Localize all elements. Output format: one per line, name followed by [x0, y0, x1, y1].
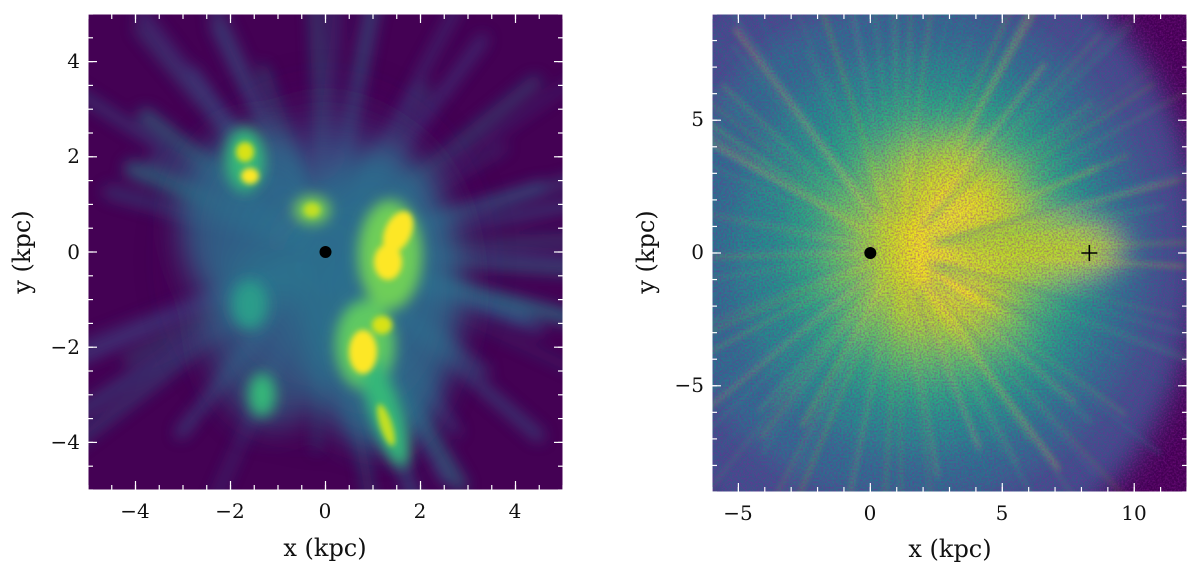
right-y-tick-labels: 5 0 −5 — [675, 107, 704, 397]
left-y-axis-label: y (kpc) — [8, 210, 36, 294]
left-x-tick-label: −4 — [120, 499, 149, 523]
right-x-tick-label: −5 — [723, 501, 752, 525]
right-frame — [711, 13, 1188, 493]
left-x-tick-label: −2 — [215, 499, 244, 523]
left-x-tick-labels: −4 −2 0 2 4 — [120, 499, 521, 523]
right-x-tick-label: 0 — [864, 501, 877, 525]
left-markers — [319, 246, 332, 258]
right-panel: −5 0 5 10 5 0 −5 x (kpc) y (kpc) — [632, 13, 1188, 563]
center-dot-marker — [864, 247, 877, 259]
right-heatmap-field — [712, 14, 1187, 492]
center-dot-marker — [319, 246, 332, 258]
left-y-tick-label: −4 — [51, 430, 80, 454]
left-y-tick-labels: 4 2 0 −2 −4 — [51, 49, 80, 454]
left-panel: −4 −2 0 2 4 4 2 0 −2 −4 x (kpc) y (kpc) — [8, 13, 564, 562]
left-x-tick-label: 2 — [414, 499, 427, 523]
left-heatmap-field — [88, 14, 563, 490]
right-y-tick-label: 5 — [691, 107, 704, 131]
plus-marker — [1081, 245, 1098, 261]
left-x-tick-label: 4 — [509, 499, 522, 523]
right-x-tick-label: 10 — [1121, 501, 1146, 525]
right-y-axis-label: y (kpc) — [632, 210, 660, 294]
left-bright-clumps — [236, 142, 414, 447]
right-x-axis-label: x (kpc) — [908, 535, 991, 563]
left-x-tick-label: 0 — [319, 499, 332, 523]
left-y-tick-label: 0 — [67, 240, 80, 264]
right-x-tick-labels: −5 0 5 10 — [723, 501, 1146, 525]
right-y-tick-label: −5 — [675, 373, 704, 397]
left-x-axis-label: x (kpc) — [283, 534, 366, 562]
right-tick-marks — [711, 13, 1188, 493]
right-y-tick-label: 0 — [691, 240, 704, 264]
left-y-tick-label: 2 — [67, 144, 80, 168]
right-pixel-noise — [712, 14, 1187, 492]
left-frame — [87, 13, 564, 491]
right-x-tick-label: 5 — [996, 501, 1009, 525]
right-markers — [864, 245, 1098, 261]
left-y-tick-label: 4 — [67, 49, 80, 73]
left-y-tick-label: −2 — [51, 335, 80, 359]
